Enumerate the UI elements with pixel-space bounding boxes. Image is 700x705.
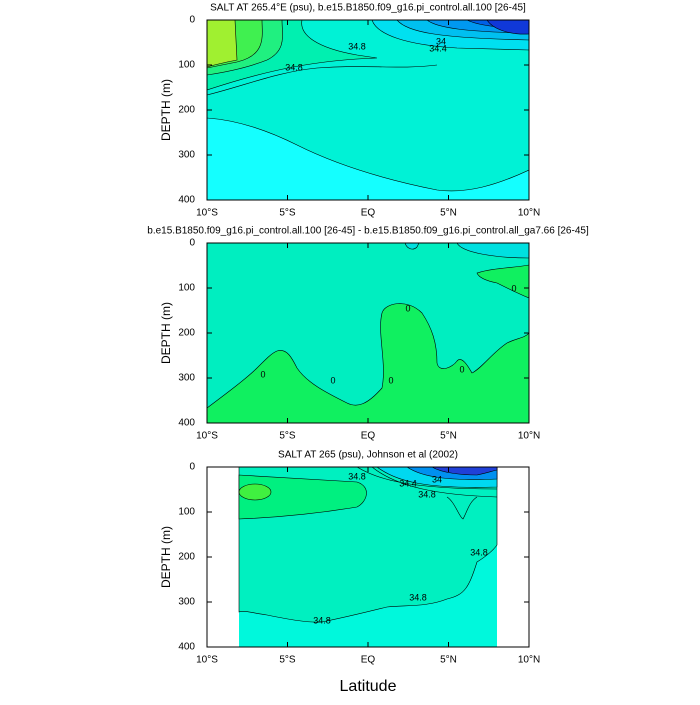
contour-label: 0	[330, 375, 335, 385]
x-tick-label: 10°N	[518, 655, 540, 666]
contour-label: 34	[436, 36, 446, 46]
contour-label: 34.8	[418, 489, 436, 499]
chart-title: SALT AT 265 (psu), Johnson et al (2002)	[278, 450, 458, 461]
y-tick-label: 100	[178, 60, 195, 71]
y-tick-label: 200	[178, 328, 195, 339]
x-tick-label: 10°S	[196, 208, 218, 219]
x-tick-label: 5°S	[279, 431, 296, 442]
y-tick-label: 200	[178, 552, 195, 563]
y-tick-label: 400	[178, 418, 195, 429]
contour-label: 0	[388, 375, 393, 385]
x-tick-label: EQ	[361, 655, 376, 666]
contour-label: 34	[432, 474, 442, 484]
x-tick-label: EQ	[361, 431, 376, 442]
x-tick-label: 5°N	[440, 208, 457, 219]
x-tick-label: 10°N	[518, 431, 540, 442]
contour-label: 34.4	[429, 43, 447, 53]
y-axis-label: DEPTH (m)	[159, 79, 173, 141]
contour-label: 34.8	[470, 547, 488, 557]
contour-label: 34.8	[285, 62, 303, 72]
x-tick-label: 10°N	[518, 208, 540, 219]
contour-fill	[207, 20, 529, 200]
x-tick-label: 5°S	[279, 208, 296, 219]
x-axis-label: Latitude	[340, 678, 397, 695]
contour-label: 34.8	[348, 471, 366, 481]
x-tick-label: 5°N	[440, 655, 457, 666]
x-tick-label: 10°S	[196, 655, 218, 666]
y-tick-label: 0	[189, 15, 195, 26]
x-tick-label: 5°N	[440, 431, 457, 442]
contour-label: 34.4	[399, 478, 417, 488]
x-tick-label: EQ	[361, 208, 376, 219]
y-tick-label: 100	[178, 283, 195, 294]
contour-label: 0	[459, 364, 464, 374]
y-tick-label: 0	[189, 238, 195, 249]
y-tick-label: 300	[178, 597, 195, 608]
chart-title: SALT AT 265.4°E (psu), b.e15.B1850.f09_g…	[210, 3, 526, 14]
contour-label: 0	[260, 369, 265, 379]
x-tick-label: 5°S	[279, 655, 296, 666]
contour-label: 34.8	[409, 592, 427, 602]
contour-label: 34.8	[348, 41, 366, 51]
contour-label: 34.8	[313, 615, 331, 625]
y-tick-label: 200	[178, 105, 195, 116]
y-tick-label: 300	[178, 150, 195, 161]
contour-label: 0	[405, 303, 410, 313]
y-tick-label: 400	[178, 195, 195, 206]
contour-fill	[207, 243, 529, 423]
chart-title: b.e15.B1850.f09_g16.pi_control.all.100 […	[147, 226, 589, 237]
y-tick-label: 100	[178, 507, 195, 518]
contour-fill	[238, 467, 498, 647]
y-tick-label: 300	[178, 373, 195, 384]
contour-label: 0	[511, 283, 516, 293]
y-axis-label: DEPTH (m)	[159, 302, 173, 364]
y-tick-label: 400	[178, 642, 195, 653]
x-tick-label: 10°S	[196, 431, 218, 442]
y-tick-label: 0	[189, 462, 195, 473]
y-axis-label: DEPTH (m)	[159, 526, 173, 588]
